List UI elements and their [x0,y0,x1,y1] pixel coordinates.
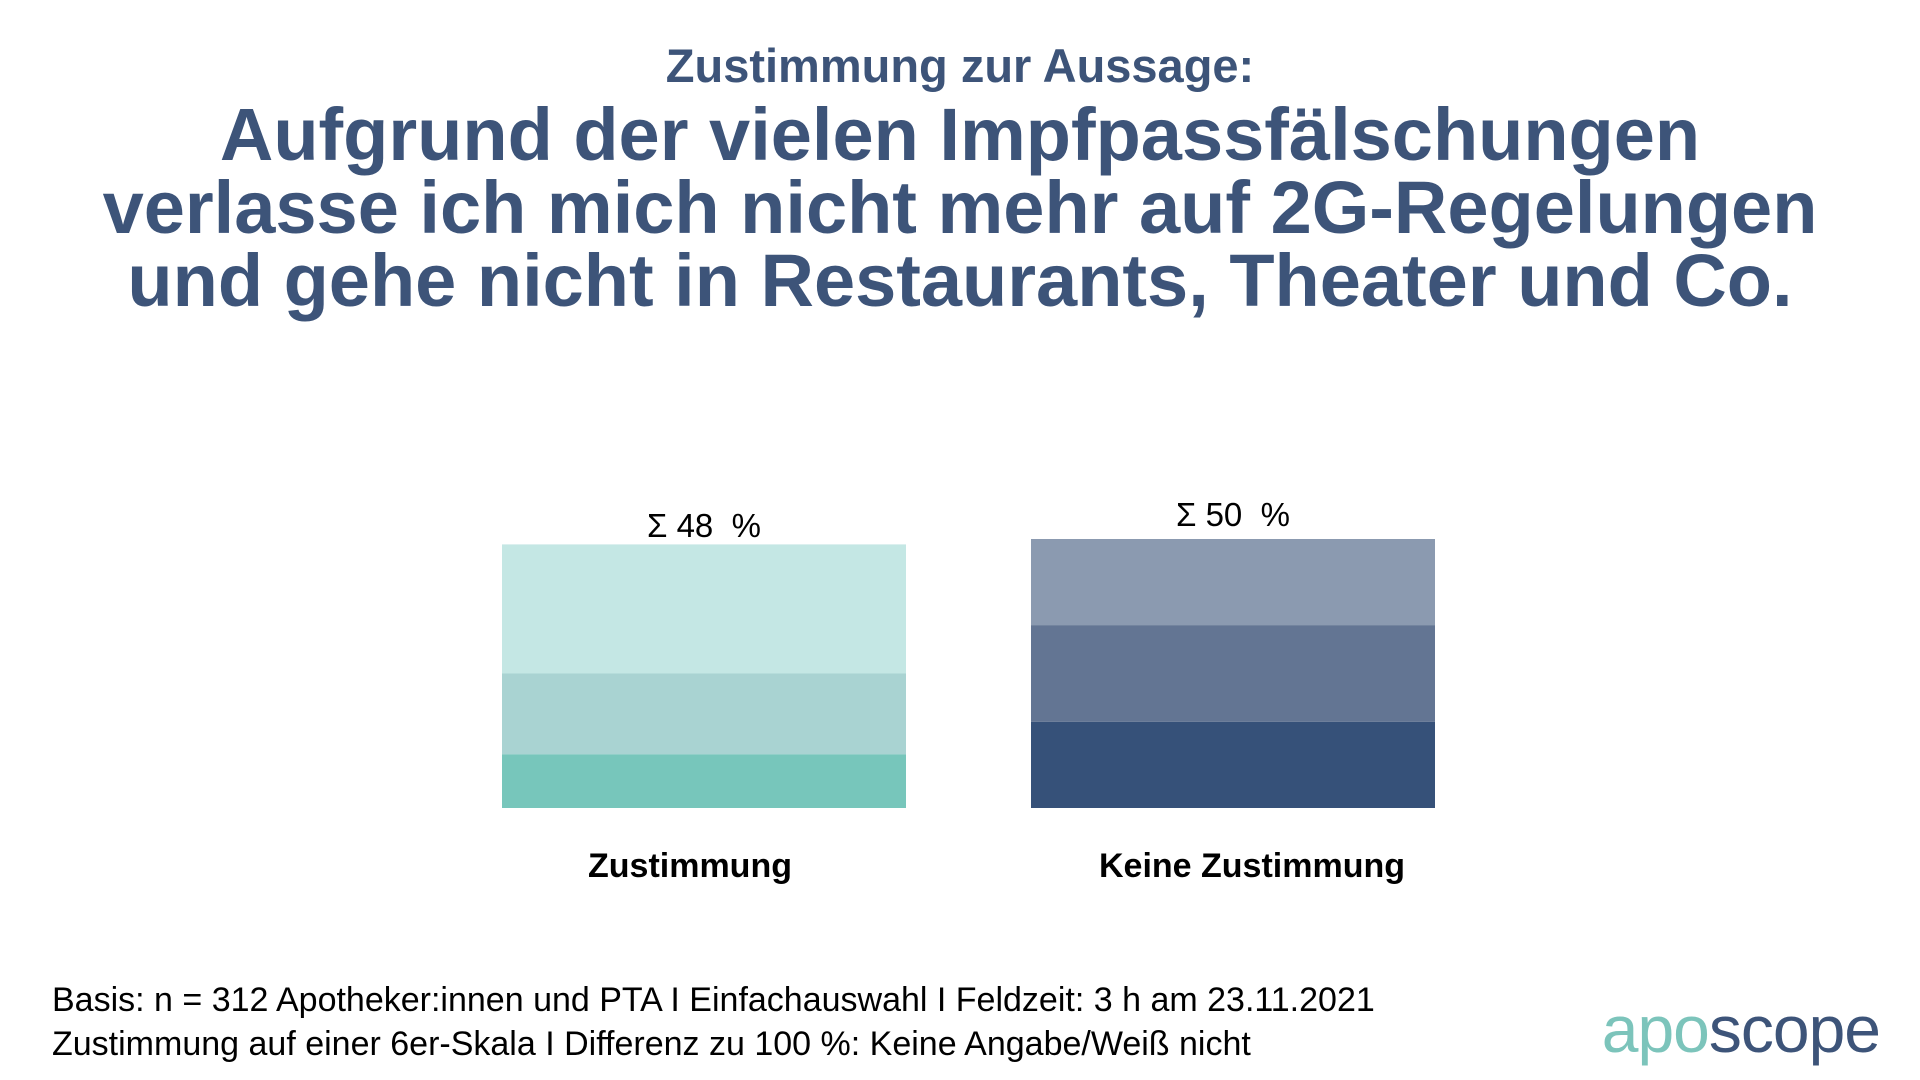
bar-total-label-1: Σ 48 % [647,507,761,544]
chart-title-line-1: Aufgrund der vielen Impfpassfälschungen [219,93,1701,176]
bar-segment-1-3 [502,544,906,674]
category-label-2: Keine Zustimmung [1099,847,1405,885]
bar-total-label-2: Σ 50 % [1176,496,1290,533]
chart-subtitle: Zustimmung zur Aussage: [665,39,1255,92]
bar-segment-1-1 [502,754,906,808]
logo-part-scope: scope [1708,992,1881,1066]
bar-segment-2-1 [1031,721,1435,808]
footnote-line-1: Basis: n = 312 Apotheker:innen und PTA I… [52,981,1375,1019]
logo-part-apo: apo [1601,992,1710,1066]
aposcope-logo: aposcope [1601,992,1881,1066]
category-label-1: Zustimmung [588,847,792,885]
footnote: Basis: n = 312 Apotheker:innen und PTA I… [52,978,1375,1066]
chart-title: Aufgrund der vielen Impfpassfälschungen … [0,93,1920,322]
chart-title-line-2: verlasse ich mich nicht mehr auf 2G-Rege… [102,166,1818,249]
chart-title-line-3: und gehe nicht in Restaurants, Theater u… [127,239,1793,322]
bar-segment-2-2 [1031,625,1435,722]
footnote-line-2: Zustimmung auf einer 6er-Skala I Differe… [52,1025,1251,1063]
bar-segment-2-3 [1031,539,1435,626]
bar-segment-1-2 [502,673,906,755]
